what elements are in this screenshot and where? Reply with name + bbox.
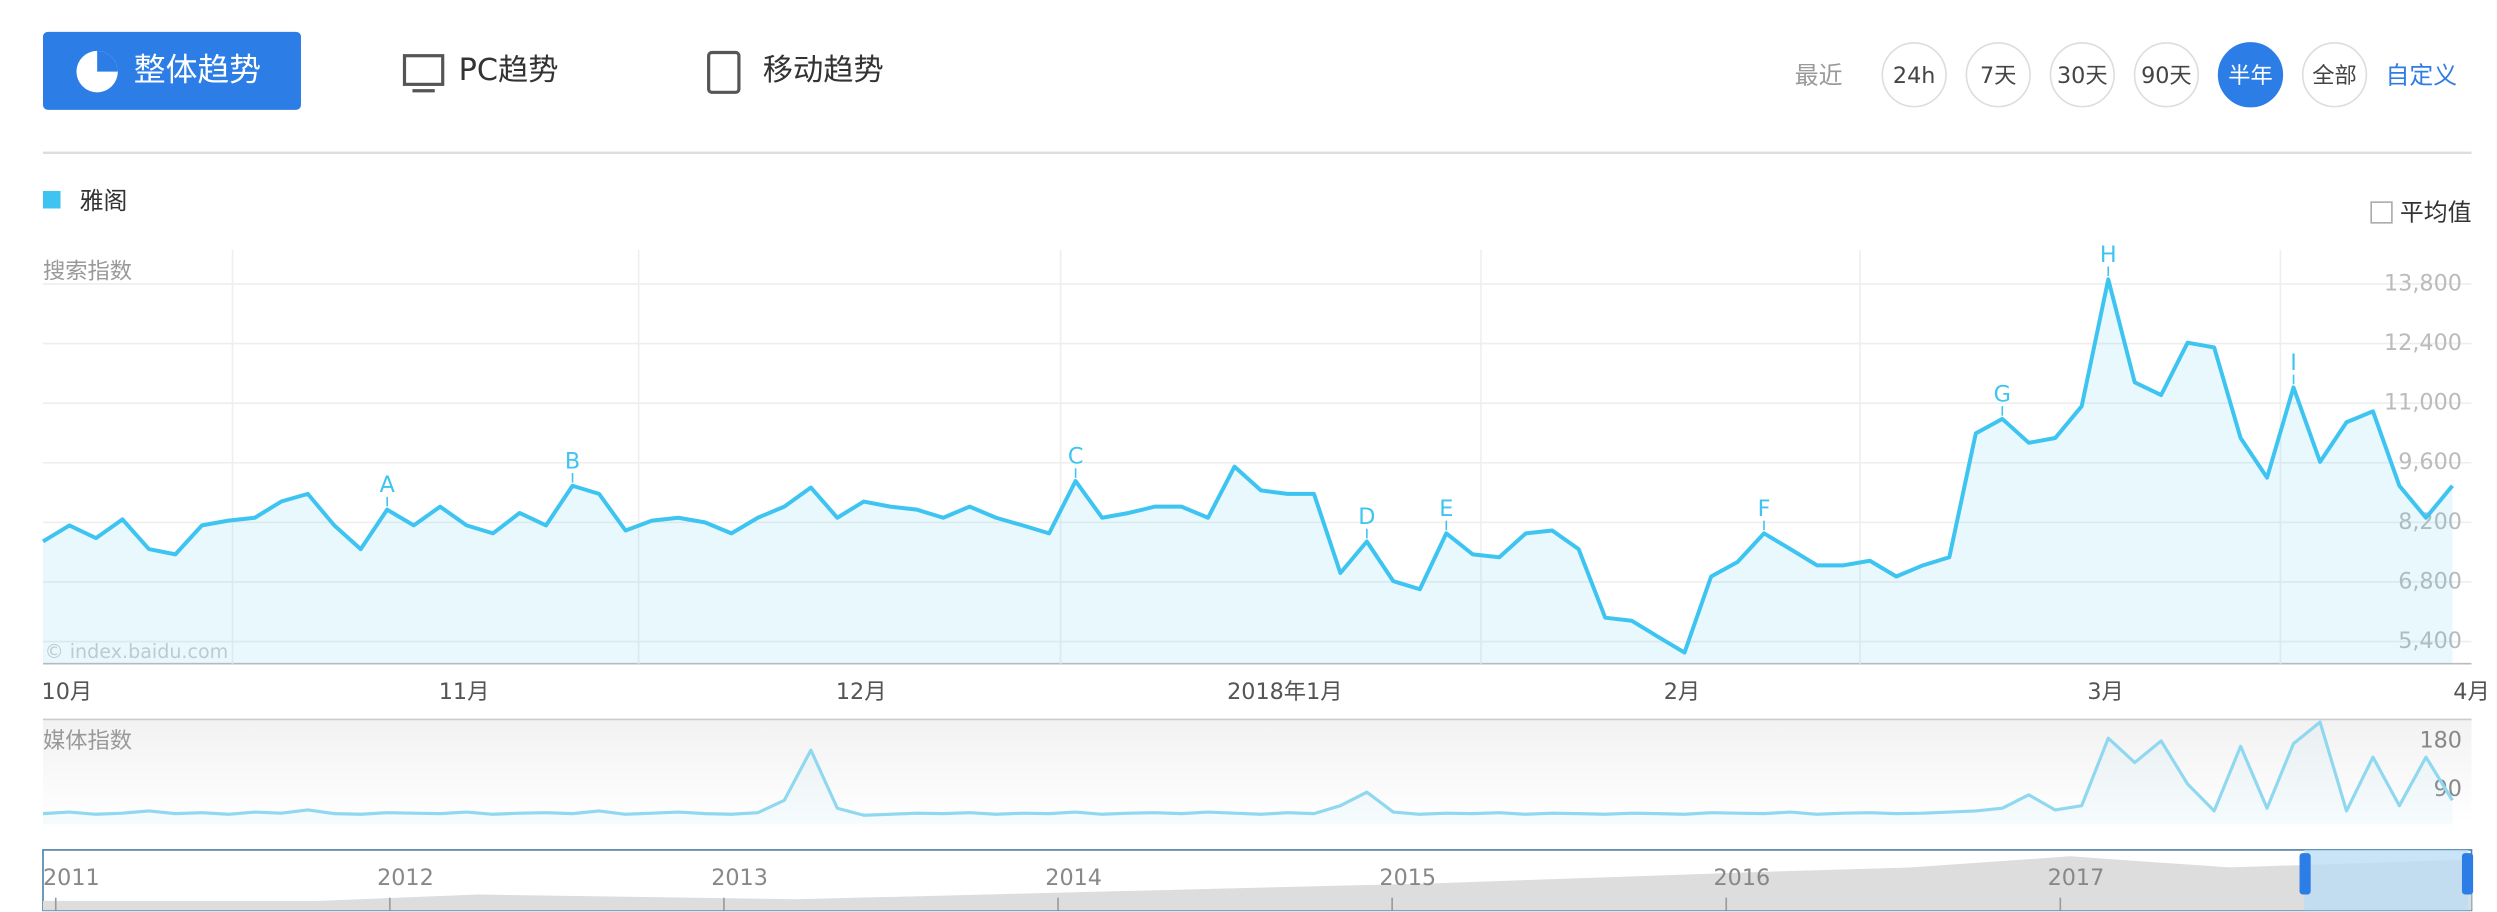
y-tick-label: 13,800 xyxy=(2384,270,2462,296)
tab-label[interactable]: 移动趋势 xyxy=(763,53,884,88)
tab-label[interactable]: PC趋势 xyxy=(459,53,559,88)
y-tick-label: 6,800 xyxy=(2398,568,2462,594)
range-option[interactable]: 24h xyxy=(1893,63,1935,89)
average-toggle[interactable]: 平均值 xyxy=(2400,198,2472,226)
legend-label: 雅阁 xyxy=(80,187,128,215)
x-tick-label: 2月 xyxy=(1664,679,1700,705)
range-label: 最近 xyxy=(1795,61,1843,89)
x-tick-label: 2018年1月 xyxy=(1227,679,1342,705)
y-tick-label: 9,600 xyxy=(2398,449,2462,475)
annotation-label: D xyxy=(1358,504,1375,530)
y-tick-label: 11,000 xyxy=(2384,390,2462,416)
annotation-label: B xyxy=(565,448,580,474)
pie-icon-slice xyxy=(97,50,118,72)
range-option[interactable]: 90天 xyxy=(2141,63,2192,89)
timeline-area xyxy=(42,856,2472,911)
series-line xyxy=(42,720,2454,817)
y-tick-label: 5,400 xyxy=(2398,628,2462,654)
range-option[interactable]: 30天 xyxy=(2057,63,2108,89)
y-axis-label: 搜索指数 xyxy=(43,259,132,285)
range-button[interactable] xyxy=(1881,42,1947,108)
x-tick-label: 12月 xyxy=(836,679,887,705)
y-tick-label: 180 xyxy=(2419,727,2462,753)
timeline-label: 2012 xyxy=(377,865,434,891)
timeline-label: 2015 xyxy=(1379,865,1436,891)
tab-overall[interactable] xyxy=(42,31,301,110)
x-tick-label: 4月 xyxy=(2453,679,2489,705)
annotation-label: G xyxy=(1994,382,2011,408)
checkbox[interactable] xyxy=(2370,201,2393,224)
range-option[interactable]: 7天 xyxy=(1980,63,2016,89)
range-button[interactable] xyxy=(2301,42,2368,108)
annotation-label: H xyxy=(2100,242,2117,268)
range-button[interactable] xyxy=(2217,42,2284,108)
pc-icon xyxy=(402,54,445,86)
custom-range[interactable]: 自定义 xyxy=(2386,61,2458,89)
range-button[interactable] xyxy=(2133,42,2200,108)
annotation-label: C xyxy=(1068,444,1084,470)
timeline-label: 2011 xyxy=(43,865,100,891)
annotation-label: F xyxy=(1758,496,1771,522)
range-option[interactable]: 全部 xyxy=(2312,63,2357,89)
timeline-label: 2013 xyxy=(711,865,768,891)
range-option[interactable]: 半年 xyxy=(2228,63,2273,89)
x-tick-label: 11月 xyxy=(439,679,490,705)
x-tick-label: 10月 xyxy=(42,679,93,705)
timeline-label: 2017 xyxy=(2048,865,2105,891)
timeline-handle[interactable] xyxy=(2461,853,2474,895)
annotation-label: I xyxy=(2290,350,2297,376)
watermark: © index.baidu.com xyxy=(45,640,229,663)
range-button[interactable] xyxy=(1965,42,2031,108)
timeline-handle[interactable] xyxy=(2299,853,2311,895)
y-axis-label: 媒体指数 xyxy=(43,728,132,754)
annotation-label: A xyxy=(380,472,396,498)
vertical-grid xyxy=(231,249,2282,664)
legend-swatch xyxy=(42,190,61,209)
tab-label[interactable]: 整体趋势 xyxy=(134,51,261,89)
timeline-label: 2014 xyxy=(1045,865,1102,891)
area-fill xyxy=(42,279,2453,664)
series-line xyxy=(41,277,2454,655)
range-button[interactable] xyxy=(2049,42,2115,108)
annotation-label: E xyxy=(1439,496,1453,522)
x-tick-label: 3月 xyxy=(2087,679,2123,705)
timeline-label: 2016 xyxy=(1714,865,1771,891)
timeline-selection[interactable] xyxy=(2304,849,2469,911)
y-tick-label: 12,400 xyxy=(2384,330,2462,356)
mobile-icon xyxy=(707,50,741,94)
